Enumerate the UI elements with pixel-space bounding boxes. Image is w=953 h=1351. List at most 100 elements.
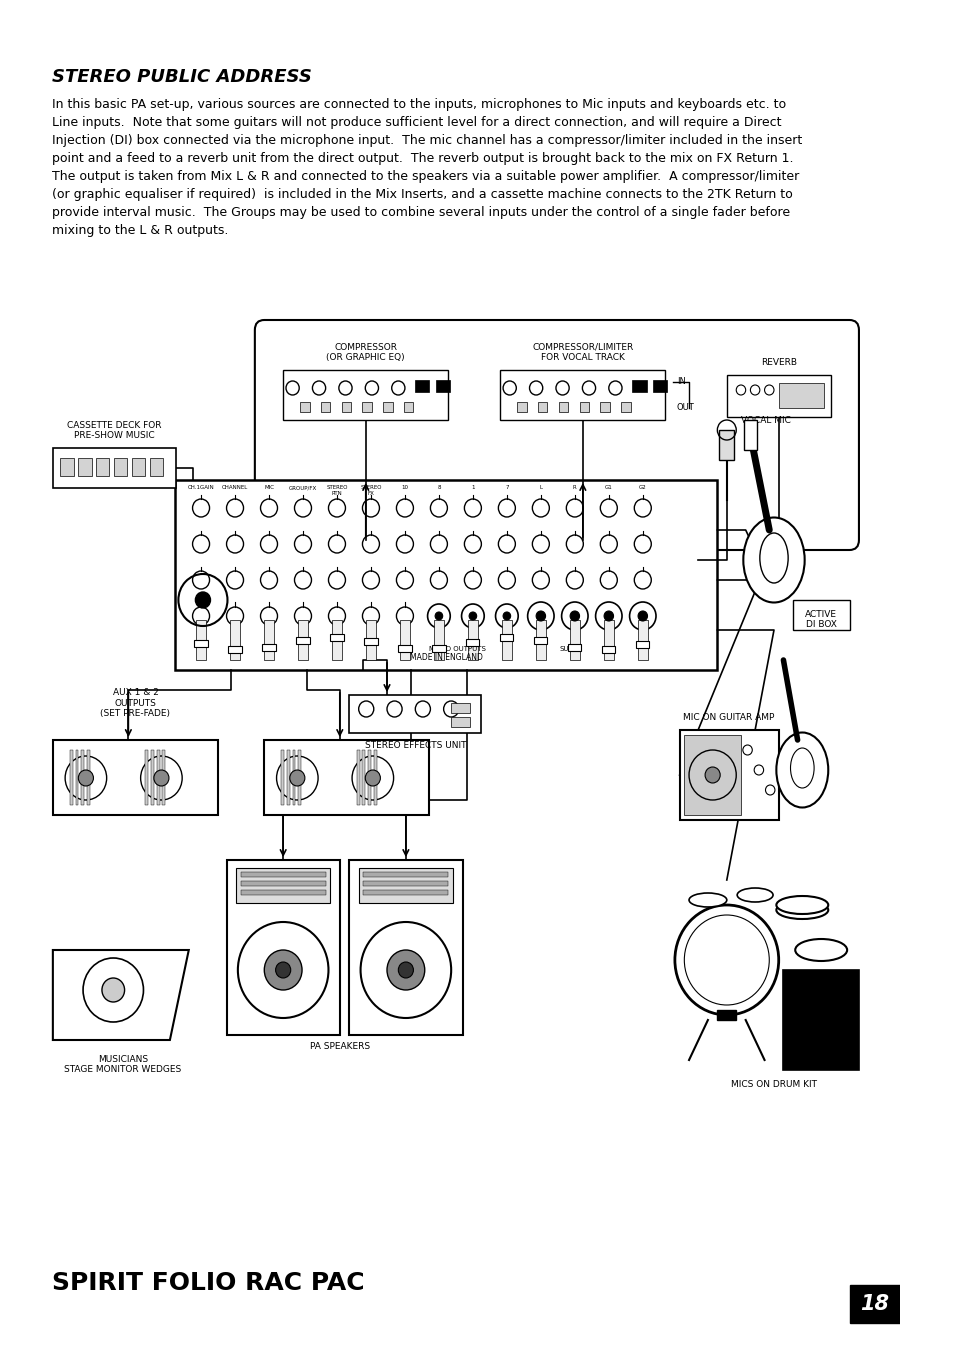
FancyBboxPatch shape: [679, 730, 778, 820]
Ellipse shape: [790, 748, 813, 788]
Text: AUX 1 & 2
OUTPUTS
(SET PRE-FADE): AUX 1 & 2 OUTPUTS (SET PRE-FADE): [100, 688, 171, 717]
Circle shape: [704, 767, 720, 784]
Circle shape: [570, 611, 578, 621]
Ellipse shape: [776, 901, 827, 919]
FancyBboxPatch shape: [296, 638, 310, 644]
Text: G1: G1: [604, 485, 612, 490]
Text: OUT: OUT: [676, 404, 694, 412]
Text: GROUP/FX: GROUP/FX: [289, 485, 316, 490]
Ellipse shape: [759, 534, 787, 584]
FancyBboxPatch shape: [468, 620, 477, 661]
FancyBboxPatch shape: [150, 458, 163, 476]
FancyBboxPatch shape: [400, 620, 409, 661]
Ellipse shape: [688, 893, 726, 907]
FancyBboxPatch shape: [848, 1285, 900, 1323]
FancyBboxPatch shape: [726, 376, 830, 417]
Text: STEREO PUBLIC ADDRESS: STEREO PUBLIC ADDRESS: [51, 68, 312, 86]
FancyBboxPatch shape: [534, 636, 547, 644]
Text: VOCAL MIC: VOCAL MIC: [740, 416, 790, 426]
FancyBboxPatch shape: [537, 403, 547, 412]
Text: STEREO EFFECTS UNIT: STEREO EFFECTS UNIT: [364, 740, 466, 750]
Circle shape: [469, 612, 476, 620]
FancyBboxPatch shape: [638, 620, 647, 661]
FancyBboxPatch shape: [599, 403, 609, 412]
FancyBboxPatch shape: [156, 750, 159, 805]
Text: STEREO
RTN: STEREO RTN: [326, 485, 347, 496]
FancyBboxPatch shape: [330, 634, 343, 640]
Text: REVERB: REVERB: [760, 358, 796, 367]
FancyBboxPatch shape: [601, 646, 615, 653]
FancyBboxPatch shape: [568, 643, 580, 651]
Text: L: L: [538, 485, 542, 490]
Text: MONO OUTPUTS: MONO OUTPUTS: [429, 646, 486, 653]
Circle shape: [195, 592, 211, 608]
FancyBboxPatch shape: [114, 458, 128, 476]
Text: MIC: MIC: [264, 485, 274, 490]
FancyBboxPatch shape: [364, 638, 377, 646]
FancyBboxPatch shape: [174, 480, 717, 670]
FancyBboxPatch shape: [298, 750, 301, 805]
FancyBboxPatch shape: [368, 750, 371, 805]
Circle shape: [638, 611, 647, 621]
FancyBboxPatch shape: [536, 620, 545, 661]
FancyBboxPatch shape: [683, 735, 740, 815]
Text: 10: 10: [401, 485, 408, 490]
FancyBboxPatch shape: [792, 600, 848, 630]
FancyBboxPatch shape: [403, 403, 413, 412]
Text: Line inputs.  Note that some guitars will not produce sufficient level for a dir: Line inputs. Note that some guitars will…: [51, 116, 781, 128]
FancyBboxPatch shape: [436, 380, 450, 392]
Text: 1: 1: [471, 485, 475, 490]
Text: 7: 7: [504, 485, 508, 490]
FancyBboxPatch shape: [235, 867, 330, 902]
FancyBboxPatch shape: [349, 694, 481, 734]
FancyBboxPatch shape: [60, 458, 73, 476]
FancyBboxPatch shape: [743, 420, 757, 450]
FancyBboxPatch shape: [320, 403, 330, 412]
FancyBboxPatch shape: [145, 750, 148, 805]
FancyBboxPatch shape: [499, 370, 665, 420]
Text: CASSETTE DECK FOR
PRE-SHOW MUSIC: CASSETTE DECK FOR PRE-SHOW MUSIC: [67, 420, 161, 440]
Ellipse shape: [742, 517, 803, 603]
FancyBboxPatch shape: [332, 620, 341, 661]
FancyBboxPatch shape: [578, 403, 588, 412]
FancyBboxPatch shape: [300, 403, 310, 412]
Circle shape: [153, 770, 169, 786]
FancyBboxPatch shape: [293, 750, 295, 805]
FancyBboxPatch shape: [362, 750, 365, 805]
Circle shape: [502, 612, 510, 620]
FancyBboxPatch shape: [356, 750, 359, 805]
Circle shape: [275, 962, 291, 978]
FancyBboxPatch shape: [363, 881, 448, 886]
FancyBboxPatch shape: [415, 380, 429, 392]
FancyBboxPatch shape: [499, 634, 513, 642]
FancyBboxPatch shape: [363, 871, 448, 877]
FancyBboxPatch shape: [75, 750, 78, 805]
Ellipse shape: [776, 896, 827, 915]
FancyBboxPatch shape: [719, 430, 734, 459]
FancyBboxPatch shape: [52, 740, 218, 815]
Text: (or graphic equaliser if required)  is included in the Mix Inserts, and a casset: (or graphic equaliser if required) is in…: [51, 188, 792, 201]
Circle shape: [264, 950, 302, 990]
Text: MIC ON GUITAR AMP: MIC ON GUITAR AMP: [682, 713, 774, 721]
FancyBboxPatch shape: [254, 320, 858, 550]
Text: SPIRIT FOLIO RAC PAC: SPIRIT FOLIO RAC PAC: [51, 1271, 364, 1296]
FancyBboxPatch shape: [778, 382, 823, 408]
FancyBboxPatch shape: [451, 717, 470, 727]
FancyBboxPatch shape: [363, 890, 448, 894]
FancyBboxPatch shape: [96, 458, 110, 476]
Text: MUSICIANS
STAGE MONITOR WEDGES: MUSICIANS STAGE MONITOR WEDGES: [64, 1055, 181, 1074]
Ellipse shape: [795, 939, 846, 961]
FancyBboxPatch shape: [70, 750, 72, 805]
FancyBboxPatch shape: [151, 750, 153, 805]
Text: Injection (DI) box connected via the microphone input.  The mic channel has a co: Injection (DI) box connected via the mic…: [51, 134, 801, 147]
FancyBboxPatch shape: [132, 458, 145, 476]
FancyBboxPatch shape: [398, 644, 411, 651]
Circle shape: [102, 978, 125, 1002]
Text: CHANNEL: CHANNEL: [222, 485, 248, 490]
FancyBboxPatch shape: [87, 750, 90, 805]
FancyBboxPatch shape: [281, 750, 284, 805]
FancyBboxPatch shape: [262, 644, 275, 651]
Circle shape: [398, 962, 413, 978]
Circle shape: [290, 770, 305, 786]
FancyBboxPatch shape: [358, 867, 453, 902]
